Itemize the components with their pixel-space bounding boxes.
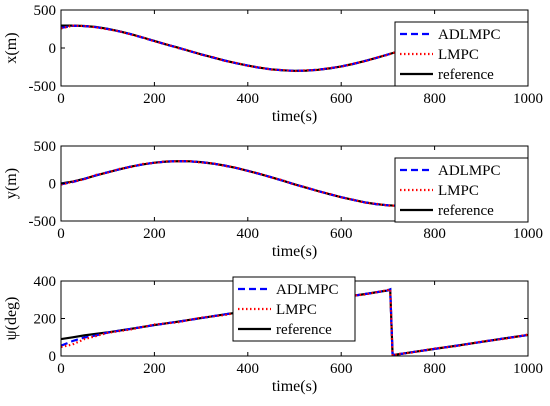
y-axis-label: ψ(deg) <box>3 297 20 341</box>
x-tick-label: 1000 <box>513 91 543 107</box>
x-tick-label: 0 <box>57 91 65 107</box>
y-tick-label: 200 <box>34 312 57 328</box>
x-tick-label: 200 <box>143 91 166 107</box>
y-axis-label: y(m) <box>3 168 20 199</box>
x-tick-label: 600 <box>330 226 353 242</box>
panel-3: 0 200 400 600 800 1000 0 200 400 time(s) ψ(deg) ADL… <box>3 274 543 395</box>
y-tick-label: 500 <box>34 139 57 155</box>
x-axis-label: time(s) <box>272 378 317 395</box>
legend-label-reference: reference <box>438 67 494 83</box>
x-tick-label: 200 <box>143 226 166 242</box>
x-tick-label: 600 <box>330 91 353 107</box>
x-axis-label: time(s) <box>272 108 317 125</box>
x-tick-label: 0 <box>57 361 65 377</box>
legend-label-reference: reference <box>438 203 494 219</box>
y-axis-label: x(m) <box>3 32 20 63</box>
x-tick-label: 800 <box>423 226 446 242</box>
y-tick-label: -500 <box>29 214 57 230</box>
legend-label-reference: reference <box>276 322 332 338</box>
x-tick-label: 800 <box>423 91 446 107</box>
legend: ADLMPC LMPC reference <box>394 21 529 87</box>
legend-label-adlmpc: ADLMPC <box>276 282 339 298</box>
legend-label-lmpc: LMPC <box>438 47 479 63</box>
legend: ADLMPC LMPC reference <box>232 276 356 342</box>
y-tick-label: 0 <box>49 41 57 57</box>
y-tick-label: 0 <box>49 349 57 365</box>
x-tick-label: 400 <box>237 91 260 107</box>
legend-label-adlmpc: ADLMPC <box>438 27 501 43</box>
x-tick-label: 1000 <box>513 361 543 377</box>
x-tick-label: 800 <box>423 361 446 377</box>
legend-label-adlmpc: ADLMPC <box>438 163 501 179</box>
y-tick-label: 0 <box>49 177 57 193</box>
y-tick-label: 400 <box>34 274 57 290</box>
legend-label-lmpc: LMPC <box>276 302 317 318</box>
legend-box <box>232 276 356 342</box>
legend: ADLMPC LMPC reference <box>394 157 529 223</box>
legend-label-lmpc: LMPC <box>438 183 479 199</box>
x-tick-label: 600 <box>330 361 353 377</box>
series-line-lmpc <box>61 287 528 356</box>
x-tick-label: 200 <box>143 361 166 377</box>
x-tick-label: 1000 <box>513 226 543 242</box>
y-tick-label: -500 <box>29 79 57 95</box>
x-tick-label: 0 <box>57 226 65 242</box>
y-tick-label: 500 <box>34 3 57 19</box>
series-line-lmpc <box>61 159 528 208</box>
x-tick-label: 400 <box>237 361 260 377</box>
x-axis-label: time(s) <box>272 243 317 260</box>
x-tick-label: 400 <box>237 226 260 242</box>
